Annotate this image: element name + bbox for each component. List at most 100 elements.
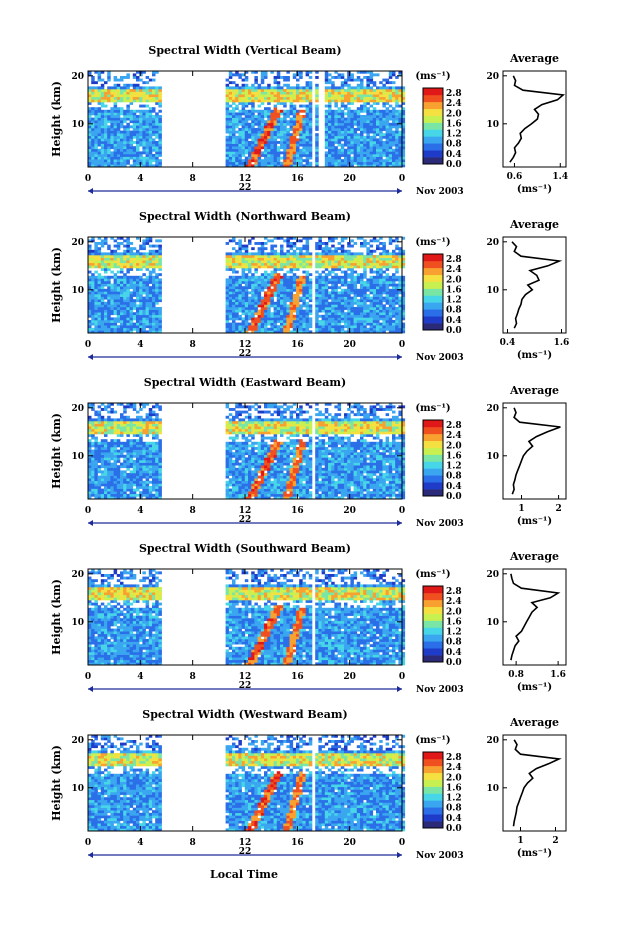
heatmap-cell <box>360 115 364 118</box>
heatmap-cell <box>126 247 130 251</box>
heatmap-cell <box>244 299 249 303</box>
heatmap-cell <box>251 89 255 92</box>
heatmap-cell <box>324 73 329 77</box>
heatmap-cell <box>347 117 351 121</box>
heatmap-cell <box>251 278 255 282</box>
heatmap-cell <box>292 309 297 313</box>
heatmap-cell <box>158 252 162 256</box>
heatmap-cell <box>379 270 383 274</box>
heatmap-cell <box>398 70 402 74</box>
heatmap-cell <box>353 281 358 284</box>
heatmap-cell <box>270 249 274 253</box>
heatmap-cell <box>94 275 98 279</box>
heatmap-cell <box>94 81 98 85</box>
heatmap-cell <box>334 257 338 261</box>
heatmap-cell <box>388 156 393 160</box>
heatmap-cell <box>241 296 246 300</box>
heatmap-cell <box>110 299 114 303</box>
heatmap-cell <box>116 115 121 118</box>
heatmap-cell <box>401 154 406 157</box>
heatmap-cell <box>379 273 383 277</box>
heatmap-cell <box>142 128 146 131</box>
heatmap-cell <box>129 143 134 147</box>
heatmap-cell <box>296 117 300 121</box>
heatmap-cell <box>296 312 300 316</box>
heatmap-cell <box>286 304 290 308</box>
heatmap-cell <box>267 281 271 284</box>
heatmap-cell <box>254 299 258 303</box>
heatmap-cell <box>296 314 300 318</box>
heatmap-cell <box>318 320 322 323</box>
heatmap-cell <box>248 304 252 308</box>
heatmap-cell <box>340 96 345 100</box>
heatmap-cell <box>283 262 287 266</box>
heatmap-cell <box>340 99 345 103</box>
heatmap-cell <box>264 70 268 74</box>
heatmap-cell <box>305 128 310 131</box>
heatmap-cell <box>264 96 268 100</box>
heatmap-cell <box>123 164 127 168</box>
heatmap-cell <box>260 255 265 258</box>
heatmap-cell <box>376 330 380 334</box>
heatmap-cell <box>331 83 335 87</box>
heatmap-cell <box>376 148 380 152</box>
colorbar-segment <box>423 267 443 276</box>
heatmap-cell <box>113 141 118 144</box>
heatmap-cell <box>353 299 358 303</box>
heatmap-cell <box>257 320 262 323</box>
heatmap-cell <box>372 81 377 85</box>
heatmap-cell <box>401 304 406 308</box>
heatmap-cell <box>366 151 370 155</box>
heatmap-cell <box>296 151 300 155</box>
heatmap-cell <box>238 99 242 103</box>
heatmap-cell <box>257 278 262 282</box>
heatmap-cell <box>132 294 137 297</box>
heatmap-cell <box>379 236 383 240</box>
heatmap-cell <box>388 141 393 144</box>
heatmap-cell <box>248 141 252 144</box>
heatmap-cell <box>241 286 246 290</box>
heatmap-cell <box>401 89 406 92</box>
heatmap-cell <box>321 320 326 323</box>
heatmap-cell <box>270 133 274 137</box>
heatmap-cell <box>110 275 114 279</box>
heatmap-cell <box>264 89 268 92</box>
heatmap-cell <box>376 120 380 124</box>
heatmap-cell <box>120 330 124 334</box>
heatmap-cell <box>100 262 105 266</box>
heatmap-cell <box>379 275 383 279</box>
heatmap-cell <box>232 317 236 321</box>
heatmap-cell <box>116 257 121 261</box>
heatmap-cell <box>116 89 121 92</box>
x-tick-label: 12 <box>239 174 252 184</box>
heatmap-cell <box>363 130 367 134</box>
colorbar-segment <box>423 288 443 296</box>
heatmap-cell <box>276 265 281 269</box>
heatmap-cell <box>337 247 342 251</box>
heatmap-cell <box>324 296 329 300</box>
heatmap-cell <box>334 307 338 310</box>
heatmap-cell <box>283 286 287 290</box>
heatmap-cell <box>340 138 345 142</box>
heatmap-cell <box>260 151 265 155</box>
heatmap-cell <box>356 107 361 111</box>
heatmap-cell <box>360 322 364 326</box>
heatmap-cell <box>324 135 329 139</box>
heatmap-cell <box>260 249 265 253</box>
heatmap-cell <box>104 301 108 305</box>
heatmap-cell <box>132 89 137 92</box>
heatmap-cell <box>353 286 358 290</box>
heatmap-cell <box>273 270 278 274</box>
heatmap-cell <box>228 317 233 321</box>
heatmap-cell <box>292 115 297 118</box>
heatmap-cell <box>392 73 396 77</box>
heatmap-cell <box>318 283 322 287</box>
heatmap-cell <box>254 78 258 82</box>
heatmap-cell <box>148 143 153 147</box>
heatmap-cell <box>334 164 338 168</box>
heatmap-cell <box>267 122 271 126</box>
heatmap-cell <box>296 307 300 310</box>
heatmap-cell <box>395 91 399 95</box>
heatmap-cell <box>110 286 114 290</box>
heatmap-cell <box>123 94 127 98</box>
